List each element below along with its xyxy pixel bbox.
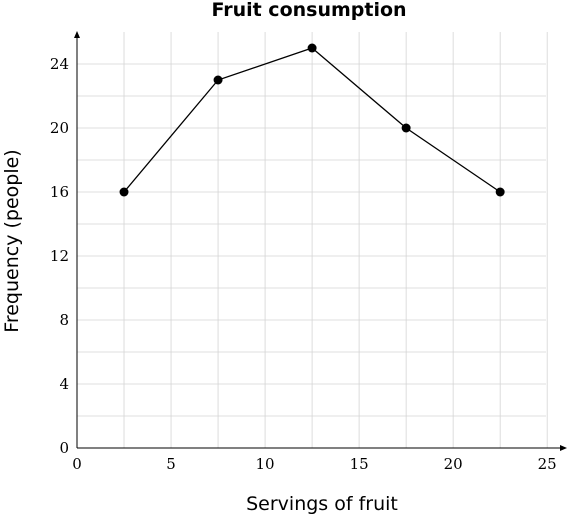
x-tick-label: 25 <box>538 455 557 473</box>
y-tick-label: 20 <box>50 119 69 137</box>
y-tick-label: 8 <box>59 311 69 329</box>
data-point <box>119 187 129 197</box>
x-axis-label: Servings of fruit <box>246 493 398 515</box>
data-point <box>213 75 223 85</box>
x-tick-label: 5 <box>166 455 176 473</box>
y-tick-label: 4 <box>59 375 69 393</box>
x-tick-labels: 0 5 10 15 20 25 <box>72 455 557 473</box>
y-tick-label: 12 <box>50 247 69 265</box>
chart-title: Fruit consumption <box>211 0 406 21</box>
data-point <box>307 43 317 53</box>
x-tick-label: 10 <box>256 455 275 473</box>
y-tick-label: 24 <box>50 55 69 73</box>
x-tick-label: 20 <box>444 455 463 473</box>
x-tick-label: 15 <box>350 455 369 473</box>
series-group <box>119 43 505 197</box>
grid <box>77 32 548 448</box>
y-tick-labels: 0 4 8 12 16 20 24 <box>50 55 69 457</box>
data-point <box>401 123 411 133</box>
data-point <box>495 187 505 197</box>
y-tick-label: 0 <box>59 439 69 457</box>
y-axis-label: Frequency (people) <box>1 149 23 332</box>
x-tick-label: 0 <box>72 455 82 473</box>
y-tick-label: 16 <box>50 183 69 201</box>
